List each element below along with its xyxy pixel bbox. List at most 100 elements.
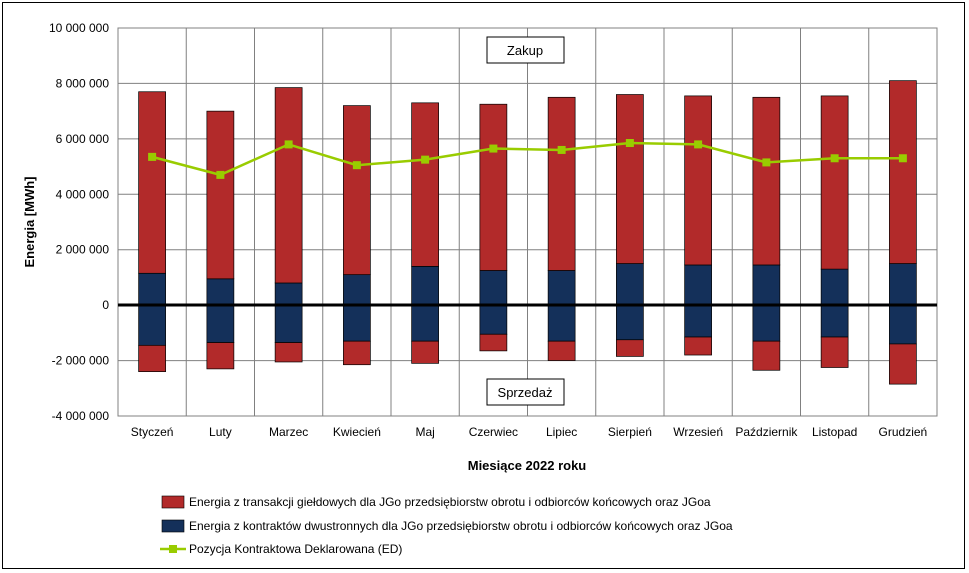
bar-exchange-negative — [274, 342, 303, 363]
y-axis-title: Energia [MWh] — [22, 177, 37, 268]
bars — [138, 80, 917, 385]
bar-bilateral-negative — [820, 304, 849, 338]
bar-bilateral-positive — [411, 265, 439, 306]
bar-bilateral-positive — [616, 263, 644, 306]
bar-bilateral-positive — [274, 282, 303, 306]
bar-exchange-negative — [411, 340, 439, 364]
x-tick-label: Grudzień — [879, 425, 928, 439]
annotation-buy-text: Zakup — [507, 43, 543, 58]
bar-bilateral-positive — [343, 274, 371, 306]
legend-label-exchange: Energia z transakcji giełdowych dla JGo … — [189, 495, 711, 509]
bar-bilateral-negative — [479, 304, 508, 335]
annotation-sell: Sprzedaż — [486, 378, 565, 406]
x-tick-label: Luty — [209, 425, 232, 439]
bar-bilateral-negative — [274, 304, 303, 343]
bar-bilateral-positive — [820, 268, 849, 306]
bar-exchange-positive — [343, 105, 371, 276]
position-marker — [694, 140, 703, 149]
x-tick-labels: Styczeń Luty Marzec Kwiecień Maj Czerwiec Lipi… — [131, 425, 927, 439]
bar-exchange-negative — [138, 344, 166, 373]
x-tick-label: Styczeń — [131, 425, 174, 439]
position-marker — [352, 161, 361, 170]
y-tick-label: -2 000 000 — [52, 354, 110, 368]
bar-bilateral-negative — [684, 304, 712, 338]
bar-bilateral-negative — [206, 304, 235, 343]
position-marker — [557, 145, 566, 154]
y-tick-labels: -4 000 000 -2 000 000 0 2 000 000 4 000 000 6… — [49, 21, 109, 423]
bar-exchange-negative — [684, 336, 712, 356]
bar-bilateral-negative — [616, 304, 644, 341]
bar-exchange-positive — [684, 95, 712, 266]
bar-bilateral-positive — [889, 263, 917, 306]
x-tick-label: Maj — [415, 425, 434, 439]
bar-exchange-negative — [616, 339, 644, 357]
bar-bilateral-positive — [479, 270, 508, 306]
x-tick-label: Wrzesień — [673, 425, 723, 439]
bar-bilateral-negative — [889, 304, 917, 345]
bar-exchange-positive — [138, 91, 166, 274]
bar-exchange-positive — [889, 80, 917, 264]
y-tick-label: 2 000 000 — [56, 243, 110, 257]
legend-label-bilateral: Energia z kontraktów dwustronnych dla JG… — [189, 519, 733, 533]
position-marker — [421, 155, 430, 164]
bar-exchange-positive — [547, 96, 576, 271]
y-tick-label: -4 000 000 — [52, 409, 110, 423]
x-tick-label: Sierpień — [608, 425, 652, 439]
y-tick-label: 6 000 000 — [56, 132, 110, 146]
x-tick-label: Kwiecień — [333, 425, 381, 439]
x-axis-title: Miesiące 2022 roku — [468, 458, 587, 473]
position-line — [151, 141, 903, 177]
bar-exchange-negative — [343, 340, 371, 366]
legend-item-exchange: Energia z transakcji giełdowych dla JGo … — [161, 495, 711, 509]
bar-exchange-positive — [411, 102, 439, 267]
bar-exchange-positive — [479, 103, 508, 271]
bar-exchange-negative — [889, 343, 917, 385]
legend-swatch-bilateral — [161, 519, 185, 533]
bar-bilateral-positive — [752, 264, 781, 306]
bar-bilateral-negative — [138, 304, 166, 346]
y-tick-label: 8 000 000 — [56, 76, 110, 90]
bar-exchange-positive — [206, 110, 235, 280]
y-tick-label: 0 — [102, 298, 109, 312]
line-series — [148, 139, 907, 179]
bar-exchange-positive — [752, 96, 781, 266]
bar-bilateral-positive — [684, 264, 712, 306]
legend-item-bilateral: Energia z kontraktów dwustronnych dla JG… — [161, 519, 733, 533]
position-marker — [489, 144, 498, 153]
bar-exchange-negative — [206, 342, 235, 370]
legend-swatch-position-marker — [169, 545, 177, 553]
legend-label-position: Pozycja Kontraktowa Deklarowana (ED) — [189, 542, 402, 556]
position-marker — [762, 158, 771, 167]
annotation-sell-text: Sprzedaż — [498, 385, 553, 400]
bar-exchange-positive — [616, 94, 644, 264]
position-marker — [284, 140, 293, 149]
x-tick-label: Czerwiec — [469, 425, 518, 439]
position-marker — [898, 154, 907, 163]
position-marker — [830, 154, 839, 163]
bar-exchange-positive — [274, 87, 303, 284]
bar-bilateral-positive — [138, 272, 166, 306]
y-tick-label: 10 000 000 — [49, 21, 109, 35]
bar-bilateral-positive — [206, 278, 235, 306]
x-tick-label: Listopad — [812, 425, 857, 439]
position-marker — [625, 139, 634, 148]
legend-swatch-exchange — [161, 495, 185, 509]
position-marker — [216, 170, 225, 179]
bar-bilateral-positive — [547, 270, 576, 306]
y-tick-label: 4 000 000 — [56, 187, 110, 201]
bar-bilateral-negative — [547, 304, 576, 342]
legend-item-position: Pozycja Kontraktowa Deklarowana (ED) — [160, 542, 402, 556]
position-marker — [148, 152, 157, 161]
bar-bilateral-negative — [411, 304, 439, 342]
bar-exchange-positive — [820, 95, 849, 270]
legend: Energia z transakcji giełdowych dla JGo … — [160, 495, 733, 556]
annotation-buy: Zakup — [486, 36, 565, 64]
bar-exchange-negative — [547, 340, 576, 361]
bar-bilateral-negative — [343, 304, 371, 342]
x-tick-label: Październik — [735, 425, 798, 439]
bar-exchange-negative — [752, 340, 781, 371]
x-tick-label: Lipiec — [546, 425, 577, 439]
bar-exchange-negative — [820, 336, 849, 368]
x-tick-label: Marzec — [269, 425, 308, 439]
